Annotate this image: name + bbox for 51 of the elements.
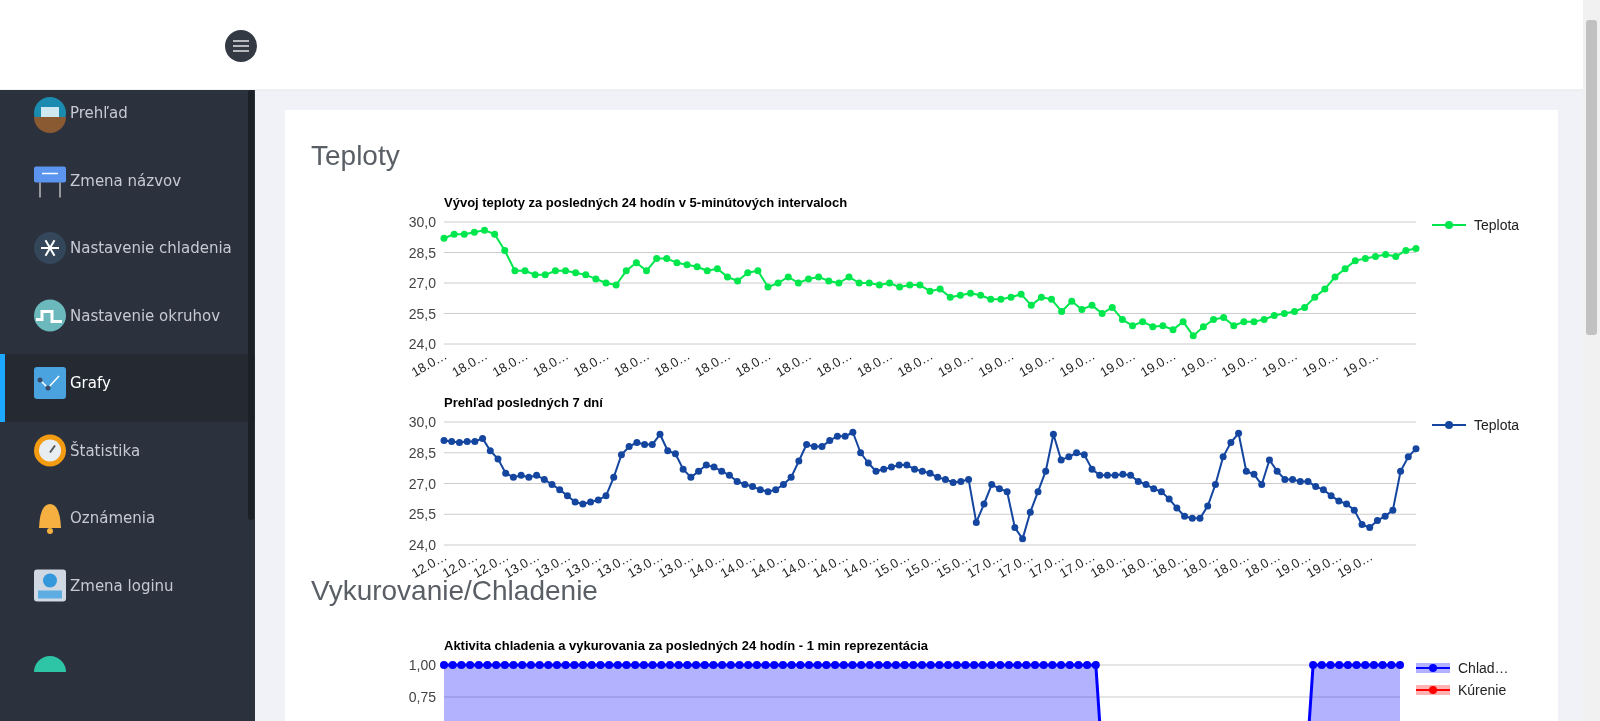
x-tick-label: 19.0…: [1137, 347, 1179, 380]
x-tick-label: 19.0…: [975, 347, 1017, 380]
y-tick-label: 24,0: [408, 537, 437, 553]
x-tick-label: 18.0…: [773, 347, 814, 380]
text: Nastavenie okruhov: [70, 306, 221, 325]
x-tick-label: 18.0…: [449, 347, 490, 380]
x-tick-label: 19.0…: [1340, 347, 1381, 380]
y-tick-label: 25,5: [408, 506, 437, 523]
y-tick-label: 30,0: [408, 214, 437, 230]
text: Nastavenie chladenia: [70, 239, 232, 257]
x-tick-label: 18.0…: [894, 347, 936, 380]
y-tick-label: 28,5: [408, 444, 437, 461]
legend-label: Kúrenie: [1458, 682, 1507, 698]
text: Grafy: [70, 374, 111, 392]
y-tick-label: 30,0: [408, 414, 437, 430]
x-tick-label: 18.0…: [611, 347, 652, 380]
x-tick-label: 18.0…: [570, 347, 612, 380]
x-tick-label: 19.0…: [1299, 347, 1341, 380]
x-tick-label: 19.0…: [1016, 347, 1057, 380]
chart-title: Vývoj teploty za posledných 24 hodín v 5-minútových intervaloch: [444, 195, 848, 210]
y-tick-label: 25,5: [408, 305, 437, 322]
x-tick-label: 18.0…: [732, 347, 774, 380]
x-tick-label: 19.0…: [1259, 347, 1300, 380]
chart-title: Prehľad posledných 7 dní: [444, 395, 604, 410]
x-tick-label: 18.0…: [489, 347, 531, 380]
y-tick-label: 1,00: [408, 657, 437, 673]
x-tick-label: 19.0…: [935, 347, 976, 380]
x-tick-label: 19.0…: [1097, 347, 1138, 380]
x-tick-label: 18.0…: [692, 347, 733, 380]
x-tick-label: 19.0…: [1218, 347, 1260, 380]
x-tick-label: 18.0…: [530, 347, 571, 380]
chart-title: Aktivita chladenia a vykurovania za posledných 24 hodín - 1 min reprezentácia: [444, 638, 929, 653]
text: Zmena názvov: [70, 171, 182, 190]
x-tick-label: 18.0…: [854, 347, 895, 380]
text: Zmena loginu: [70, 576, 174, 595]
legend-label: Teplota: [1474, 417, 1520, 433]
text: Prehľad: [70, 104, 128, 122]
x-tick-label: 19.0…: [1178, 347, 1219, 380]
y-tick-label: 28,5: [408, 244, 437, 261]
y-tick-label: 24,0: [408, 336, 437, 352]
y-tick-label: 0,75: [408, 689, 437, 705]
x-tick-label: 18.0…: [651, 347, 693, 380]
x-tick-label: 19.0…: [1056, 347, 1098, 380]
legend-label: Chlad…: [1458, 660, 1509, 676]
y-tick-label: 27,0: [408, 475, 437, 492]
text: Štatistika: [70, 440, 141, 460]
text: Oznámenia: [70, 509, 156, 527]
y-tick-label: 27,0: [408, 275, 437, 291]
legend-label: Teplota: [1474, 217, 1520, 233]
x-tick-label: 18.0…: [813, 347, 855, 380]
text: Teploty: [311, 140, 400, 171]
